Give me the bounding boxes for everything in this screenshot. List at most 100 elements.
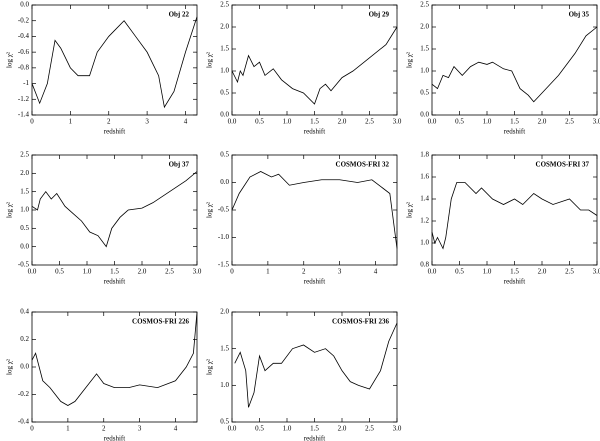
- y-tick-label: -0.2: [18, 390, 30, 398]
- y-tick-label: 2.5: [20, 151, 29, 159]
- x-tick-label: 0.5: [255, 118, 264, 126]
- plot-frame: [31, 4, 198, 116]
- y-tick-label: -1.4: [18, 111, 30, 119]
- x-tick-label: 1: [69, 118, 73, 126]
- x-tick-label: 1: [266, 268, 270, 276]
- x-tick-label: 3.0: [393, 118, 402, 126]
- y-tick-label: -1.5: [218, 261, 230, 269]
- panel-annotation: COSMOS-FRI 37: [536, 161, 590, 169]
- y-tick-label: -1.0: [218, 233, 230, 241]
- y-tick-label: 1.0: [420, 67, 429, 75]
- y-tick-label: 0.5: [420, 89, 429, 97]
- x-tick-label: 2.5: [365, 425, 374, 433]
- x-tick-label: 2.5: [365, 118, 374, 126]
- y-tick-label: 1.0: [420, 239, 429, 247]
- y-tick-label: 0.0: [220, 178, 229, 186]
- y-axis-label: log χ²: [206, 359, 214, 375]
- y-tick-label: 1.4: [420, 195, 429, 203]
- x-tick-label: 0: [230, 268, 234, 276]
- x-tick-label: 0.5: [55, 268, 64, 276]
- x-axis-label: redshift: [304, 128, 325, 136]
- x-tick-label: 4: [184, 118, 188, 126]
- y-tick-label: 1.0: [220, 381, 229, 389]
- y-tick-label: 2.5: [220, 1, 229, 9]
- x-axis-label: redshift: [104, 128, 125, 136]
- x-tick-label: 2: [102, 425, 106, 433]
- panel: 0 1 2 3 4 -1.4 -1.2 -1 -0.8 -0.6 -0.4 -0.2 0.0 redshi…: [6, 1, 198, 136]
- y-tick-label: 1.0: [220, 67, 229, 75]
- x-tick-label: 2: [302, 268, 306, 276]
- data-line: [31, 311, 198, 406]
- panel: 0.0 0.5 1.0 1.5 2.0 2.5 3.0-0.50.00.51.01.52.0…: [6, 151, 202, 286]
- x-tick-label: 1.5: [510, 118, 519, 126]
- x-tick-label: 1.5: [510, 268, 519, 276]
- x-tick-label: 1.0: [283, 118, 292, 126]
- x-tick-label: 0: [30, 118, 34, 126]
- x-tick-label: 3.0: [593, 118, 600, 126]
- y-axis-label: log χ²: [406, 202, 414, 218]
- x-tick-label: 2.5: [165, 268, 174, 276]
- data-line: [431, 26, 598, 103]
- y-axis-label: log χ²: [406, 52, 414, 68]
- panel-annotation: COSMOS-FRI 32: [336, 161, 390, 169]
- y-tick-label: 0.0: [20, 1, 29, 9]
- x-tick-label: 1.5: [310, 118, 319, 126]
- panel-annotation: COSMOS-FRI 226: [132, 318, 189, 326]
- y-tick-label: 1.5: [420, 45, 429, 53]
- x-tick-label: 1.5: [110, 268, 119, 276]
- x-tick-label: 0.0: [228, 425, 237, 433]
- x-tick-label: 1.0: [483, 268, 492, 276]
- x-tick-label: 1.0: [283, 425, 292, 433]
- panel: 0 1 2 3 4 -1.5 -1.0 -0.5 0.0 0.5 redshift log χ² COS…: [206, 151, 398, 286]
- x-axis-label: redshift: [104, 278, 125, 286]
- panel: 0 1 2 3 4 -0.4 -0.2 0.0 0.2 0.4 redshift log χ² COSM…: [6, 308, 198, 441]
- x-tick-label: 4: [174, 425, 178, 433]
- y-tick-label: -0.2: [18, 16, 30, 24]
- x-tick-label: 0.0: [428, 118, 437, 126]
- plot-frame: [31, 154, 198, 266]
- x-tick-label: 3: [338, 268, 342, 276]
- y-tick-label: 0.0: [20, 242, 29, 250]
- y-tick-label: 1.5: [220, 45, 229, 53]
- panel-annotation: Obj 29: [369, 11, 390, 19]
- y-tick-label: -0.4: [18, 32, 30, 40]
- y-tick-label: 1.5: [20, 187, 29, 195]
- x-tick-label: 0.0: [428, 268, 437, 276]
- x-tick-label: 0.0: [28, 268, 37, 276]
- y-axis-label: log χ²: [206, 202, 214, 218]
- x-tick-label: 4: [374, 268, 378, 276]
- y-tick-label: -1: [23, 79, 29, 87]
- y-tick-label: 0.0: [420, 111, 429, 119]
- x-tick-label: 2.0: [538, 118, 547, 126]
- y-tick-label: 1.0: [20, 206, 29, 214]
- y-tick-label: -0.8: [18, 63, 30, 71]
- plot-frame: [31, 311, 198, 423]
- x-tick-label: 1.0: [483, 118, 492, 126]
- x-axis-label: redshift: [504, 128, 525, 136]
- y-tick-label: 2.0: [220, 23, 229, 31]
- x-axis-label: redshift: [304, 278, 325, 286]
- panel-annotation: Obj 35: [569, 11, 590, 19]
- y-tick-label: 0.5: [220, 89, 229, 97]
- x-tick-label: 3.0: [393, 425, 402, 433]
- x-axis-label: redshift: [304, 435, 325, 441]
- panel: 0.0 0.5 1.0 1.5 2.0 2.5 3.0 0.0 0.5 1.0 1.5 2.0 2.5 r…: [206, 1, 402, 136]
- x-tick-label: 1.5: [310, 425, 319, 433]
- y-tick-label: 1.2: [420, 217, 429, 225]
- x-tick-label: 0.5: [455, 268, 464, 276]
- y-axis-label: log χ²: [6, 202, 14, 218]
- x-tick-label: 0.5: [455, 118, 464, 126]
- y-tick-label: 0.0: [220, 111, 229, 119]
- x-axis-label: redshift: [504, 278, 525, 286]
- x-tick-label: 0.0: [228, 118, 237, 126]
- y-tick-label: 0.5: [220, 151, 229, 159]
- plot-frame: [231, 311, 398, 423]
- data-line: [31, 16, 198, 109]
- data-line: [234, 322, 398, 408]
- plot-frame: [231, 154, 398, 266]
- x-axis-label: redshift: [104, 435, 125, 441]
- panel: 0.0 0.5 1.0 1.5 2.0 2.5 3.0 0.0 0.5 1.0 1.5 2.0 2.5 r…: [406, 1, 600, 136]
- y-tick-label: 2.5: [420, 1, 429, 9]
- y-tick-label: -0.5: [218, 206, 230, 214]
